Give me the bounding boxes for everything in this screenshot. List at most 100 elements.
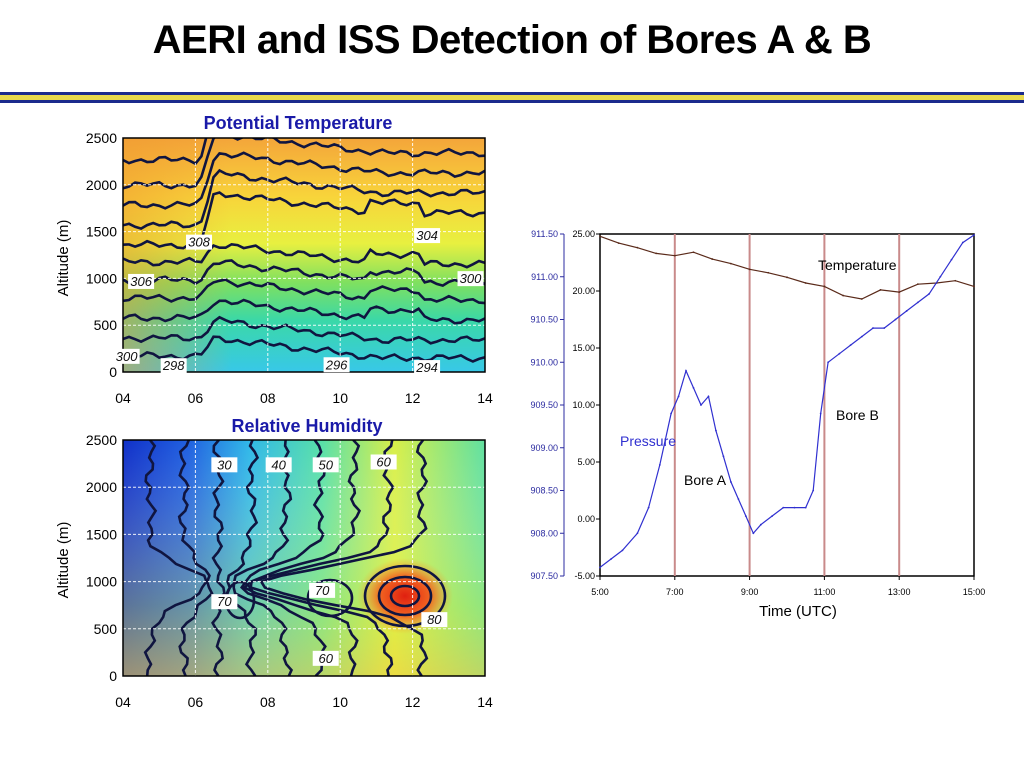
slide-title: AERI and ISS Detection of Bores A & B [152,18,872,62]
temperature-point [898,291,901,294]
pressure-axis-tick-label: 907.50 [530,571,558,581]
rh-contour-line [389,584,421,608]
svg-text:60: 60 [318,651,333,666]
pt-x-tick-label: 10 [332,390,348,406]
pressure-point [636,532,639,535]
rh-y-tick-label: 2000 [86,479,117,495]
pressure-point [658,463,661,466]
temperature-point [673,254,676,257]
ts-plot-area [599,233,975,577]
time-axis-tick-label: 15:00 [963,587,986,597]
pressure-point [793,506,796,509]
temperature-point [730,262,732,265]
rh-x-tick-label: 06 [188,694,204,710]
rh-contour-line [211,440,226,676]
temperature-axis-tick-label: 0.00 [577,514,595,524]
pressure-point [812,489,815,492]
svg-text:30: 30 [217,457,232,472]
pt-contour-line [123,151,485,210]
pressure-point [804,506,807,509]
pressure-point [771,515,773,518]
pressure-point [894,318,897,321]
pressure-axis-tick-label: 909.50 [530,400,558,410]
svg-text:50: 50 [318,457,333,472]
temperature-point [711,258,714,260]
temperature-axis-tick-label: 20.00 [572,286,595,296]
rh-x-tick-label: 04 [115,694,131,710]
pt-y-axis-label: Altitude (m) [55,220,72,297]
pt-y-tick-label: 1000 [86,270,117,286]
temperature-point [767,271,770,274]
pressure-point [737,498,740,500]
pressure-point [950,258,953,261]
pressure-point [707,395,710,398]
pressure-point [860,335,863,338]
pt-contour-label: 306 [128,273,155,289]
pressure-point [849,344,852,347]
pt-x-tick-label: 08 [260,390,276,406]
pressure-axis-tick-label: 910.50 [530,315,558,325]
temperature-point [917,283,919,286]
pt-y-tick-label: 1500 [86,224,117,240]
pressure-point [752,532,755,535]
rh-y-tick-label: 1000 [86,574,117,590]
pressure-point [872,327,874,329]
svg-text:70: 70 [315,583,330,598]
pressure-point [905,310,908,312]
rh-contour-line [363,564,447,628]
svg-text:294: 294 [415,360,438,375]
temperature-point [842,294,844,297]
time-axis-tick-label: 5:00 [591,587,609,597]
temperature-point [973,285,975,288]
pressure-point [939,275,942,278]
rh-contour-label: 40 [265,457,292,473]
pressure-point [647,506,650,509]
rh-contour-label: 50 [312,457,339,473]
temperature-point [823,285,826,288]
pressure-point [730,481,732,483]
rh-contour-line [226,440,260,676]
pressure-point [715,429,717,432]
temperature-series-label: Temperature [818,257,897,273]
pt-contour-line [123,315,485,345]
pressure-point [759,523,762,526]
rh-contour-line [259,440,429,676]
temperature-point [636,246,639,249]
pt-contour-label: 300 [113,348,140,364]
pt-y-tick-label: 500 [94,317,118,333]
pt-x-tick-label: 04 [115,390,131,406]
rh-contour-line [177,440,214,676]
pressure-point [961,241,964,244]
rh-y-tick-label: 1500 [86,526,117,542]
pressure-axis-tick-label: 911.50 [531,229,558,239]
temperature-point [655,252,657,255]
pt-contour-line [123,242,485,269]
pt-contour-line [123,168,485,231]
pressure-point [883,327,886,329]
pressure-point [670,412,672,415]
time-axis-tick-label: 9:00 [741,587,759,597]
temperature-point [617,242,620,245]
svg-text:304: 304 [416,228,438,243]
temperature-point [599,235,601,238]
ts-x-axis-label: Time (UTC) [759,603,837,620]
pressure-axis-tick-label: 910.00 [530,357,558,367]
svg-text:298: 298 [162,358,185,373]
temperature-point [954,279,957,282]
svg-text:296: 296 [325,357,348,372]
temperature-axis-tick-label: 5.00 [577,457,595,467]
pt-frame [122,137,486,373]
rh-contour-line [239,440,327,676]
pt-contour-label: 298 [160,358,187,374]
temperature-axis-tick-label: 10.00 [572,400,595,410]
rh-contour-label: 80 [421,612,448,628]
pressure-point [744,515,747,518]
svg-text:308: 308 [188,235,210,250]
rh-contour-line [377,575,433,617]
time-axis-tick-label: 7:00 [666,587,684,597]
time-axis-tick-label: 11:00 [813,587,835,597]
bore-a-label: Bore A [684,472,727,488]
heatmap-panels: Potential Temperature 04 06 08 10 12 14050010… [55,113,493,710]
temperature-point [692,251,695,254]
rh-contour-line [242,440,362,676]
